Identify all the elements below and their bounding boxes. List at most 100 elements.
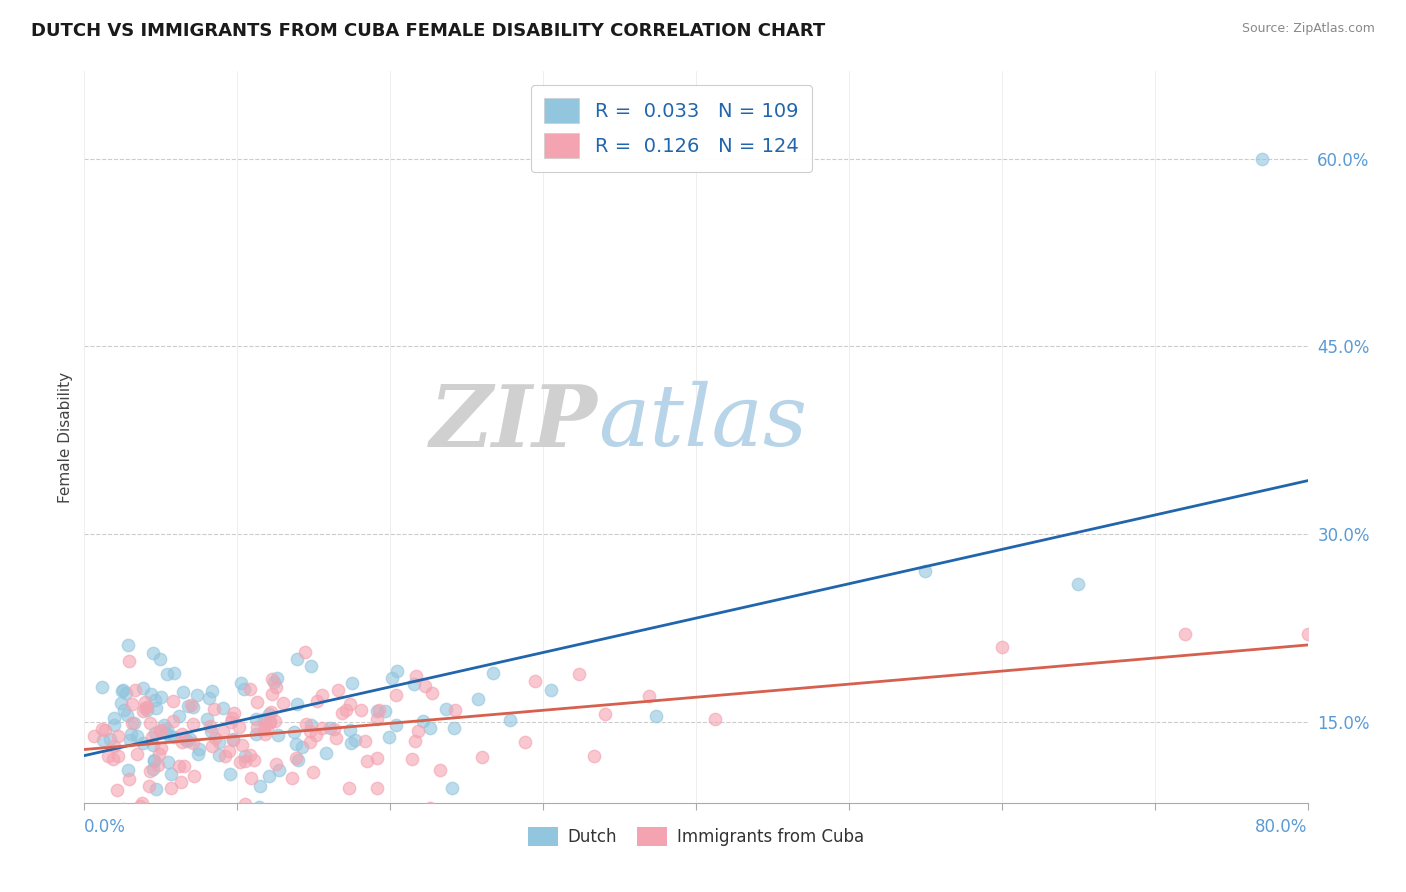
Point — [121, 697, 143, 711]
Point — [187, 747, 209, 762]
Point — [304, 728, 326, 742]
Point — [378, 730, 401, 744]
Point — [149, 740, 172, 755]
Point — [159, 781, 181, 796]
Point — [269, 763, 291, 777]
Point — [83, 729, 105, 743]
Point — [471, 750, 494, 764]
Point — [291, 739, 314, 754]
Point — [412, 714, 434, 728]
Point — [162, 714, 184, 729]
Point — [257, 707, 280, 722]
Point — [169, 709, 191, 723]
Point — [103, 718, 125, 732]
Point — [134, 701, 156, 715]
Point — [186, 688, 208, 702]
Point — [231, 738, 253, 752]
Point — [155, 725, 177, 739]
Text: Source: ZipAtlas.com: Source: ZipAtlas.com — [1241, 22, 1375, 36]
Point — [134, 695, 156, 709]
Point — [170, 775, 193, 789]
Point — [263, 675, 285, 690]
Point — [322, 722, 344, 736]
Point — [246, 721, 269, 735]
Point — [356, 754, 378, 768]
Point — [284, 737, 307, 751]
Point — [593, 706, 616, 721]
Point — [153, 718, 176, 732]
Point — [228, 720, 250, 734]
Point — [434, 701, 457, 715]
Point — [262, 687, 284, 701]
Y-axis label: Female Disability: Female Disability — [58, 371, 73, 503]
Point — [170, 735, 193, 749]
Point — [246, 695, 269, 709]
Point — [401, 751, 423, 765]
Point — [319, 721, 342, 735]
Point — [233, 749, 256, 764]
Point — [233, 755, 256, 769]
Point — [540, 682, 562, 697]
Point — [245, 712, 267, 726]
Point — [98, 731, 121, 746]
Point — [311, 688, 333, 702]
Point — [232, 681, 254, 696]
Point — [218, 744, 240, 758]
Point — [200, 719, 222, 733]
Point — [222, 706, 245, 720]
Point — [208, 735, 231, 749]
Point — [285, 697, 308, 711]
Point — [111, 683, 134, 698]
Point — [366, 705, 388, 719]
Point — [93, 733, 115, 747]
Text: 80.0%: 80.0% — [1256, 818, 1308, 836]
Point — [181, 716, 204, 731]
Point — [138, 779, 160, 793]
Point — [117, 772, 139, 786]
Point — [156, 666, 179, 681]
Point — [91, 680, 114, 694]
Point — [339, 723, 361, 737]
Point — [249, 779, 271, 793]
Point — [112, 802, 135, 816]
Point — [103, 711, 125, 725]
Point — [245, 727, 267, 741]
Text: atlas: atlas — [598, 381, 807, 464]
Point — [149, 724, 172, 739]
Point — [285, 652, 308, 666]
Point — [340, 676, 363, 690]
Point — [201, 739, 224, 753]
Point — [524, 674, 547, 689]
Point — [120, 727, 142, 741]
Point — [112, 683, 135, 698]
Point — [354, 733, 377, 747]
Point — [112, 703, 135, 717]
Point — [218, 766, 240, 780]
Point — [298, 724, 321, 739]
Point — [366, 781, 388, 796]
Point — [482, 665, 505, 680]
Point — [149, 652, 172, 666]
Point — [253, 722, 276, 736]
Point — [257, 769, 280, 783]
Point — [163, 730, 186, 744]
Point — [266, 757, 288, 772]
Point — [385, 688, 408, 702]
Point — [136, 699, 159, 714]
Point — [222, 733, 245, 747]
Point — [239, 681, 262, 696]
Point — [91, 722, 114, 736]
Point — [221, 711, 243, 725]
Point — [307, 694, 329, 708]
Point — [159, 767, 181, 781]
Point — [256, 722, 278, 736]
Point — [247, 800, 270, 814]
Point — [914, 565, 936, 579]
Point — [281, 772, 304, 786]
Point — [201, 683, 224, 698]
Point — [150, 723, 173, 737]
Point — [101, 752, 124, 766]
Point — [325, 731, 347, 745]
Point — [240, 771, 263, 785]
Point — [271, 696, 294, 710]
